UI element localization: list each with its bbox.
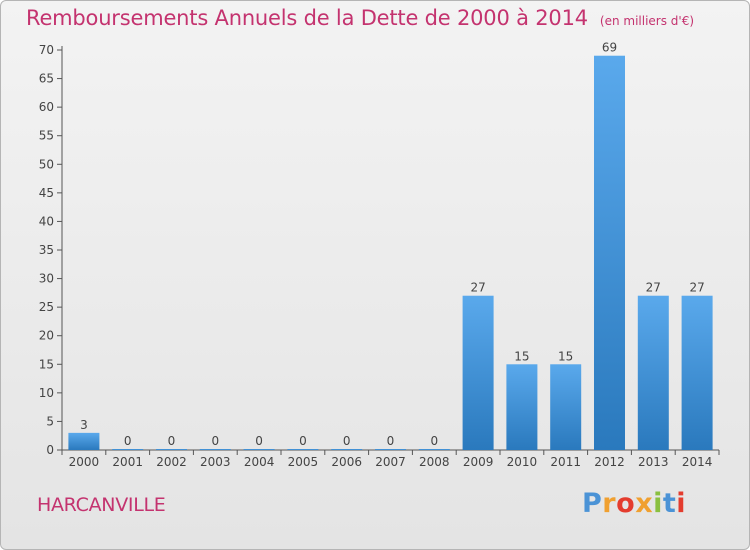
logo-letter: x (635, 488, 654, 519)
bar-value-label: 0 (387, 434, 395, 448)
bar-value-label: 0 (299, 434, 307, 448)
bar-value-label: 0 (168, 434, 176, 448)
bar (462, 295, 494, 450)
y-tick-label: 70 (39, 43, 54, 57)
y-tick-label: 0 (46, 443, 54, 457)
x-tick-label: 2005 (288, 455, 319, 469)
logo-letter: i (653, 488, 663, 519)
bar-value-label: 0 (124, 434, 132, 448)
x-tick-label: 2003 (200, 455, 231, 469)
y-tick-label: 45 (39, 186, 54, 200)
bar-value-label: 15 (514, 349, 529, 363)
y-tick-label: 20 (39, 329, 54, 343)
title-row: Remboursements Annuels de la Dette de 20… (26, 6, 694, 36)
bar-value-label: 3 (80, 418, 88, 432)
labels: 2000 3 2001 0 2002 0 2003 0 2004 0 2005 0 2006 0 2007 0… (69, 41, 713, 469)
bar (506, 364, 538, 450)
bar (156, 449, 187, 450)
y-tick-label: 60 (39, 100, 54, 114)
x-tick-label: 2002 (156, 455, 187, 469)
y-tick-label: 25 (39, 300, 54, 314)
chart-title: Remboursements Annuels de la Dette de 20… (26, 6, 588, 30)
logo-letter: t (662, 488, 677, 519)
bar-value-label: 27 (646, 281, 661, 295)
x-tick-label: 2001 (112, 455, 143, 469)
bar-value-label: 15 (558, 349, 573, 363)
bar-value-label: 0 (255, 434, 263, 448)
x-tick-label: 2004 (244, 455, 275, 469)
bar (68, 432, 100, 450)
y-tick-label: 10 (39, 386, 54, 400)
logo-letter: P (582, 488, 603, 519)
y-tick-label: 30 (39, 272, 54, 286)
bar (681, 295, 713, 450)
chart-unit: (en milliers d'€) (599, 14, 695, 28)
bar (550, 364, 582, 450)
bar (637, 295, 669, 450)
bar-value-label: 0 (211, 434, 219, 448)
x-tick-label: 2000 (69, 455, 100, 469)
x-tick-label: 2009 (463, 455, 494, 469)
bar (243, 449, 275, 450)
bar (112, 449, 144, 450)
bar (375, 449, 406, 450)
x-tick-label: 2011 (550, 455, 581, 469)
bar-value-label: 69 (602, 41, 617, 55)
y-tick-label: 55 (39, 129, 54, 143)
x-tick-label: 2006 (331, 455, 362, 469)
y-tick-label: 65 (39, 72, 54, 86)
bar-value-label: 0 (343, 434, 351, 448)
bar (418, 449, 450, 450)
x-tick-label: 2013 (638, 455, 669, 469)
y-tick-label: 35 (39, 243, 54, 257)
bar (287, 449, 319, 450)
bar-value-label: 27 (470, 281, 485, 295)
y-tick-label: 15 (39, 357, 54, 371)
x-tick-label: 2008 (419, 455, 450, 469)
logo-letter: r (602, 488, 617, 519)
bar (594, 55, 625, 450)
y-tick-label: 40 (39, 214, 54, 228)
bar (331, 449, 363, 450)
bar-value-label: 0 (430, 434, 438, 448)
x-tick-label: 2014 (682, 455, 713, 469)
y-tick-label: 5 (46, 414, 54, 428)
logo-letter: o (616, 488, 636, 519)
x-tick-label: 2010 (507, 455, 538, 469)
x-tick-label: 2012 (594, 455, 625, 469)
commune-name: HARCANVILLE (37, 494, 166, 516)
bar (199, 449, 231, 450)
bar-value-label: 27 (689, 281, 704, 295)
bars (68, 55, 713, 450)
y-tick-label: 50 (39, 157, 54, 171)
proxiti-logo: Proxiti (582, 488, 686, 519)
logo-letter: i (676, 488, 687, 519)
x-tick-label: 2007 (375, 455, 406, 469)
